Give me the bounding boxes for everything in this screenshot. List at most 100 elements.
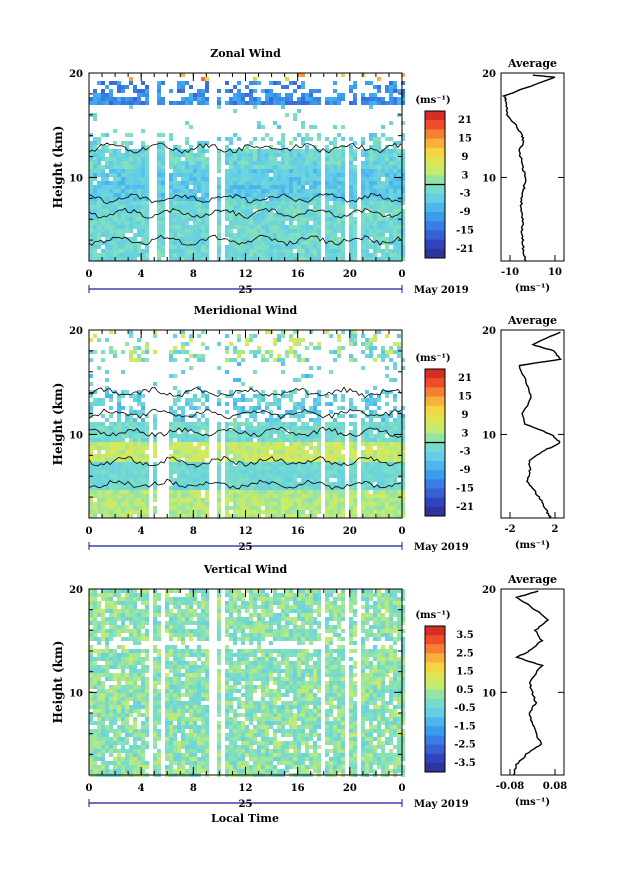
colorbar-unit-label: (ms⁻¹) xyxy=(415,353,450,364)
colorbar-zonal xyxy=(425,111,445,259)
colorbar-tick-label: -15 xyxy=(456,225,474,236)
avg-y-tick-label: 20 xyxy=(482,585,496,596)
y-tick-label: 10 xyxy=(69,688,83,699)
x-tick-label: 20 xyxy=(343,269,357,280)
contour-line xyxy=(88,408,402,420)
date-month-label: May 2019 xyxy=(414,542,469,553)
colorbar-tick-label: 3 xyxy=(462,428,469,439)
y-tick-label: 10 xyxy=(69,173,83,184)
x-axis-label: Local Time xyxy=(211,812,279,825)
colorbar-tick-label: 0.5 xyxy=(456,685,473,696)
avg-unit-label: (ms⁻¹) xyxy=(515,540,550,551)
heatmap-cells-zonal xyxy=(89,73,405,261)
date-day-label: 25 xyxy=(239,799,253,810)
avg-x-tick-label: -2 xyxy=(504,524,515,535)
avg-y-tick-label: 10 xyxy=(482,173,496,184)
colorbar-tick-label: 21 xyxy=(458,115,472,126)
colorbar-tick-label: -1.5 xyxy=(454,721,476,732)
colorbar-tick-label: -21 xyxy=(456,244,474,255)
avg-x-tick-label: 0.08 xyxy=(543,781,567,792)
chart-title: Vertical Wind xyxy=(203,563,288,576)
colorbar-tick-label: -9 xyxy=(459,465,470,476)
colorbar-unit-label: (ms⁻¹) xyxy=(415,95,450,106)
avg-unit-label: (ms⁻¹) xyxy=(515,283,550,294)
average-profile-line xyxy=(512,590,550,776)
x-tick-label: 8 xyxy=(190,526,197,537)
avg-unit-label: (ms⁻¹) xyxy=(515,797,550,808)
y-tick-label: 20 xyxy=(69,69,83,80)
average-title: Average xyxy=(507,314,557,327)
x-tick-label: 20 xyxy=(343,783,357,794)
heatmap-cells-meridional xyxy=(89,330,405,518)
heatmap-cells-vertical xyxy=(89,589,405,777)
y-axis-label: Height (km) xyxy=(51,383,65,466)
contour-line xyxy=(88,193,402,205)
avg-x-tick-label: 10 xyxy=(548,267,562,278)
colorbar-tick-label: 21 xyxy=(458,373,472,384)
contour-lines-zonal xyxy=(88,142,402,247)
x-tick-label: 4 xyxy=(138,526,145,537)
x-tick-label: 4 xyxy=(138,269,145,280)
x-tick-label: 12 xyxy=(239,269,253,280)
colorbar-meridional xyxy=(425,369,445,517)
x-tick-label: 16 xyxy=(291,526,305,537)
contour-line xyxy=(88,207,402,219)
chart-title: Meridional Wind xyxy=(194,304,298,317)
colorbar-tick-label: -9 xyxy=(459,207,470,218)
date-month-label: May 2019 xyxy=(414,285,469,296)
x-tick-label: 0 xyxy=(399,526,406,537)
colorbar-tick-label: 1.5 xyxy=(456,667,473,678)
avg-y-tick-label: 20 xyxy=(482,326,496,337)
date-day-label: 25 xyxy=(239,285,253,296)
y-tick-label: 10 xyxy=(69,430,83,441)
y-axis-label: Height (km) xyxy=(51,126,65,209)
avg-y-tick-label: 20 xyxy=(482,69,496,80)
average-frame-zonal xyxy=(500,72,565,262)
colorbar-tick-label: 3 xyxy=(462,170,469,181)
x-tick-label: 16 xyxy=(291,783,305,794)
x-tick-label: 0 xyxy=(86,783,93,794)
contour-line xyxy=(88,478,402,490)
contour-line xyxy=(88,426,402,439)
colorbar-tick-label: -0.5 xyxy=(454,703,476,714)
colorbar-tick-label: 3.5 xyxy=(456,630,473,641)
x-tick-label: 16 xyxy=(291,269,305,280)
colorbar-vertical xyxy=(425,626,445,773)
average-frame-meridional xyxy=(500,329,565,519)
colorbar-tick-label: 2.5 xyxy=(456,648,473,659)
colorbar-tick-label: 9 xyxy=(462,152,469,163)
x-tick-label: 0 xyxy=(86,269,93,280)
y-axis-label: Height (km) xyxy=(51,641,65,724)
average-frame-vertical xyxy=(500,588,565,776)
contour-line xyxy=(88,234,402,247)
x-tick-label: 0 xyxy=(86,526,93,537)
contour-line xyxy=(88,142,402,154)
avg-x-tick-label: -0.08 xyxy=(496,781,525,792)
x-tick-label: 0 xyxy=(399,269,406,280)
date-month-label: May 2019 xyxy=(414,799,469,810)
y-tick-label: 20 xyxy=(69,585,83,596)
chart-title: Zonal Wind xyxy=(210,47,281,60)
colorbar-tick-label: -3 xyxy=(459,189,470,200)
contour-line xyxy=(88,386,402,399)
colorbar-tick-label: -15 xyxy=(456,483,474,494)
colorbar-frame xyxy=(424,625,446,773)
avg-y-tick-label: 10 xyxy=(482,430,496,441)
average-profile-line xyxy=(518,331,563,519)
colorbar-tick-label: -3 xyxy=(459,447,470,458)
avg-x-tick-label: -10 xyxy=(501,267,519,278)
colorbar-tick-label: 9 xyxy=(462,410,469,421)
x-tick-label: 8 xyxy=(190,269,197,280)
x-tick-label: 12 xyxy=(239,526,253,537)
colorbar-tick-label: 15 xyxy=(458,134,472,145)
date-day-label: 25 xyxy=(239,542,253,553)
average-title: Average xyxy=(507,57,557,70)
x-tick-label: 0 xyxy=(399,783,406,794)
contour-lines-meridional xyxy=(88,386,402,490)
x-tick-label: 8 xyxy=(190,783,197,794)
colorbar-unit-label: (ms⁻¹) xyxy=(415,610,450,621)
x-tick-label: 12 xyxy=(239,783,253,794)
avg-y-tick-label: 10 xyxy=(482,688,496,699)
colorbar-tick-label: 15 xyxy=(458,392,472,403)
